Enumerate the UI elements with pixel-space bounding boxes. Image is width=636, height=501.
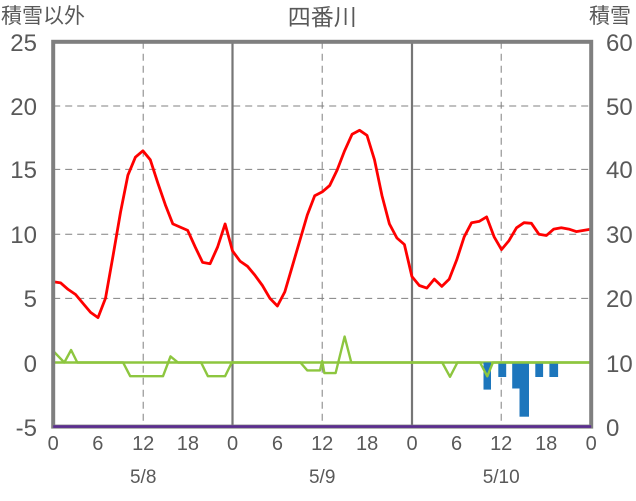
- svg-text:15: 15: [10, 157, 37, 184]
- svg-text:0: 0: [406, 433, 417, 455]
- svg-text:25: 25: [10, 30, 37, 57]
- svg-text:5/10: 5/10: [483, 467, 520, 488]
- svg-text:積雪以外: 積雪以外: [1, 5, 85, 28]
- svg-text:5/8: 5/8: [130, 467, 156, 488]
- svg-text:0: 0: [606, 415, 619, 442]
- svg-text:50: 50: [606, 94, 633, 121]
- svg-text:5/9: 5/9: [309, 467, 335, 488]
- svg-text:20: 20: [606, 286, 633, 313]
- svg-text:-5: -5: [16, 415, 37, 442]
- svg-text:18: 18: [535, 433, 557, 455]
- svg-text:0: 0: [227, 433, 238, 455]
- svg-text:40: 40: [606, 157, 633, 184]
- svg-text:12: 12: [132, 433, 154, 455]
- svg-text:0: 0: [24, 351, 37, 378]
- svg-text:10: 10: [606, 351, 633, 378]
- svg-text:6: 6: [272, 433, 283, 455]
- svg-text:30: 30: [606, 222, 633, 249]
- svg-text:四番川: 四番川: [288, 4, 357, 30]
- svg-text:12: 12: [311, 433, 333, 455]
- svg-text:6: 6: [451, 433, 462, 455]
- svg-text:5: 5: [24, 286, 37, 313]
- svg-text:6: 6: [92, 433, 103, 455]
- svg-text:12: 12: [490, 433, 512, 455]
- svg-text:20: 20: [10, 94, 37, 121]
- svg-text:0: 0: [48, 433, 59, 455]
- svg-text:積雪: 積雪: [589, 5, 631, 28]
- svg-text:10: 10: [10, 222, 37, 249]
- svg-text:18: 18: [177, 433, 199, 455]
- svg-text:60: 60: [606, 30, 633, 57]
- svg-text:18: 18: [356, 433, 378, 455]
- svg-text:0: 0: [586, 433, 597, 455]
